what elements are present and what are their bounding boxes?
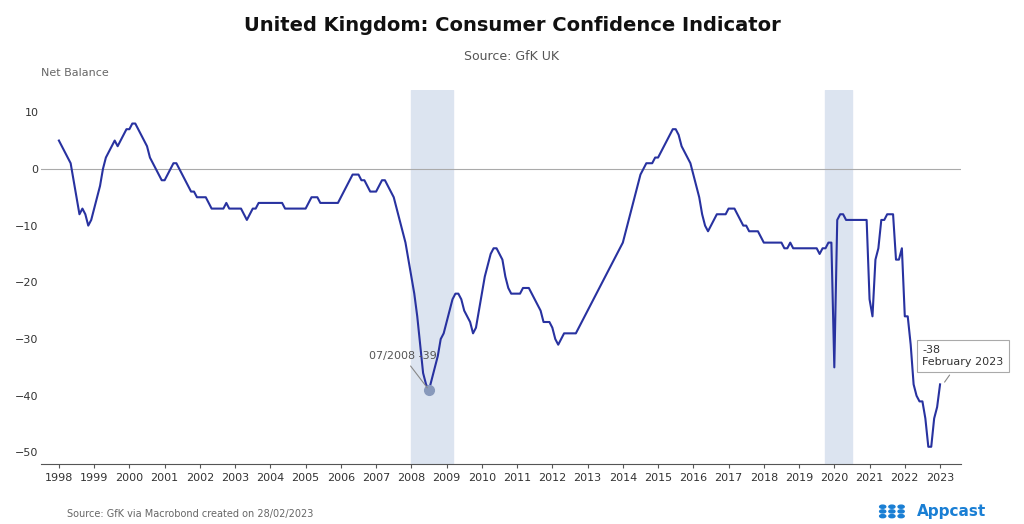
Text: United Kingdom: Consumer Confidence Indicator: United Kingdom: Consumer Confidence Indi… <box>244 16 780 35</box>
Text: 07/2008 -39: 07/2008 -39 <box>369 351 437 388</box>
Text: Appcast: Appcast <box>916 504 986 519</box>
Text: Net Balance: Net Balance <box>41 68 109 78</box>
Text: -38
February 2023: -38 February 2023 <box>923 345 1004 382</box>
Text: Source: GfK via Macrobond created on 28/02/2023: Source: GfK via Macrobond created on 28/… <box>67 509 313 519</box>
Bar <box>412 90 453 464</box>
Bar <box>825 90 852 464</box>
Text: Source: GfK UK: Source: GfK UK <box>465 50 559 63</box>
